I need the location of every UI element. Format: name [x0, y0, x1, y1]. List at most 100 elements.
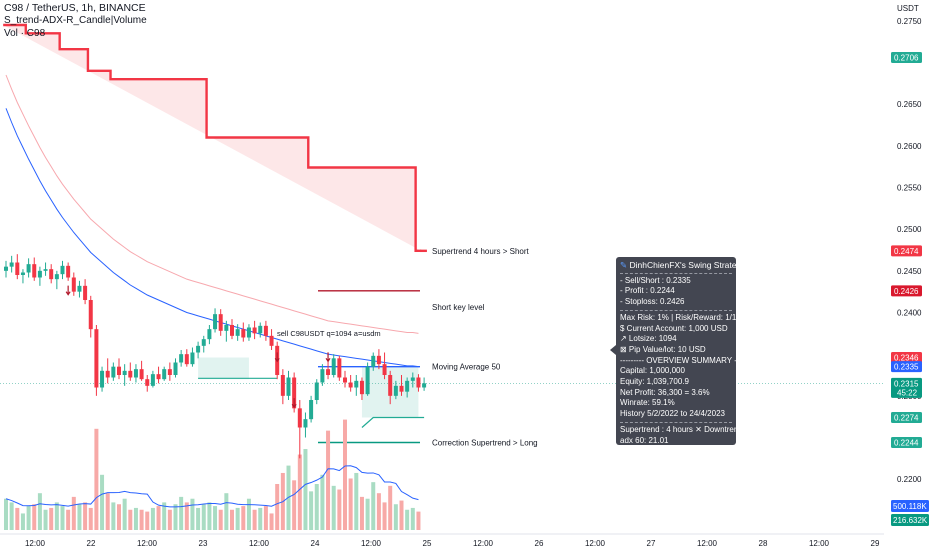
price-badge [891, 437, 922, 448]
volume-bar [49, 507, 54, 530]
level-label: Supertrend 4 hours > Short [432, 247, 530, 256]
symbol-title: C98 / TetherUS, 1h, BINANCE [4, 2, 146, 14]
volume-bar [100, 474, 105, 530]
volume-bar [376, 493, 381, 530]
risk-summary: Max Risk: 1% | Risk/Reward: 1/1 $ Current… [620, 313, 736, 420]
price-badge [891, 361, 922, 373]
volume-badge-label: 500.118K [893, 502, 927, 511]
trend-line: adx 60: 21.01 [620, 435, 669, 445]
time-tick-label: 24 [311, 539, 320, 548]
volume-bar [309, 491, 314, 530]
volume-bar [117, 504, 121, 530]
volume-bar [303, 449, 308, 530]
volume-bar [133, 507, 138, 530]
candle-body [376, 355, 381, 365]
candle-body [201, 339, 206, 346]
candle-body [105, 370, 110, 378]
volume-bar [167, 509, 172, 530]
volume-bar [83, 502, 88, 530]
candle-body [388, 375, 393, 396]
level-label: Short key level [432, 303, 485, 312]
candle-body [269, 335, 274, 346]
candle-body [309, 400, 314, 420]
time-tick-label: 22 [87, 539, 96, 548]
candle-body [26, 264, 31, 273]
price-tick-label: 0.2400 [897, 309, 922, 318]
volume-bar [26, 506, 31, 530]
candle-body [422, 383, 427, 388]
volume-bar [331, 485, 336, 530]
volume-bar [218, 509, 223, 530]
candle-body [128, 370, 133, 378]
candle-body [326, 369, 331, 375]
volume-badge [891, 514, 929, 526]
supertrend-line [3, 23, 422, 253]
price-badge-label: 0.2274 [894, 414, 919, 423]
volume-bar [190, 498, 195, 530]
candle-body [4, 266, 8, 271]
trend-line: Supertrend : 4 hours ✕ Downtrend [620, 424, 736, 434]
candle-body [139, 369, 144, 380]
volume-bar [235, 507, 240, 530]
indicator-legend[interactable]: S_trend-ADX-R_Candle|Volume [4, 15, 147, 26]
summary-line: Net Profit: 36,300 = 3.6% [620, 387, 710, 397]
pin-icon: ✎ [620, 260, 628, 270]
time-tick-label: 12:00 [809, 539, 830, 548]
price-badge [891, 285, 922, 297]
candle-body [43, 269, 48, 271]
moving-average-line [5, 108, 419, 368]
volume-bar [399, 500, 404, 530]
volume-bar [405, 509, 410, 530]
price-badge [891, 352, 922, 363]
summary-line: Winrate: 59.1% [620, 398, 675, 408]
trade-annotation: sell C98USDT q=1094 a=usdm [277, 329, 381, 338]
price-badge-label: 0.2706 [894, 54, 919, 63]
candle-body [156, 374, 161, 380]
level-label: Correction Supertrend > Long [432, 439, 538, 448]
price-badge-label: 0.2474 [894, 247, 919, 256]
candle-body [343, 377, 347, 383]
summary-line: $ Current Account: 1,000 USD [620, 323, 728, 333]
sell-arrow-icon [65, 285, 71, 296]
summary-line: ⊠ Pip Value/lot: 10 USD [620, 344, 706, 354]
summary-line: Capital: 1,000,000 [620, 366, 685, 376]
volume-bar [9, 502, 14, 530]
volume-bar [122, 498, 127, 530]
volume-bar [111, 502, 116, 530]
volume-bar [196, 507, 201, 530]
volume-bar [263, 506, 268, 530]
candle-body [173, 362, 178, 375]
volume-bar [139, 509, 144, 530]
summary-line: ↗ Lotsize: 1094 [620, 334, 677, 344]
candle-body [133, 369, 138, 378]
volume-legend[interactable]: Vol · C98 [4, 28, 46, 39]
candle-body [100, 370, 105, 388]
price-badge-label: 0.2346 [894, 354, 919, 363]
summary-line: --------- OVERVIEW SUMMARY --------- [620, 355, 736, 365]
volume-bar [128, 509, 133, 530]
volume-bar [297, 454, 302, 530]
price-tick-label: 0.2200 [897, 475, 922, 484]
candle-body [246, 327, 251, 338]
price-badge-label: 0.2335 [894, 363, 919, 372]
candle-body [399, 385, 404, 392]
volume-bar [326, 430, 331, 530]
candle-body [359, 380, 364, 395]
price-badge [891, 377, 922, 398]
volume-bar [156, 506, 161, 530]
candle-body [371, 355, 376, 367]
candle-body [66, 265, 71, 278]
price-badge-label: 0.2244 [894, 439, 919, 448]
volume-bar [201, 504, 206, 530]
candle-body [117, 366, 121, 375]
candle-body [405, 380, 410, 392]
time-tick-label: 12:00 [361, 539, 382, 548]
divider [620, 309, 732, 311]
volume-bar [4, 498, 8, 530]
price-tick-label: 0.2650 [897, 100, 922, 109]
time-tick-label: 12:00 [25, 539, 46, 548]
volume-bar [416, 511, 421, 530]
supertrend-lower-band [5, 74, 419, 334]
